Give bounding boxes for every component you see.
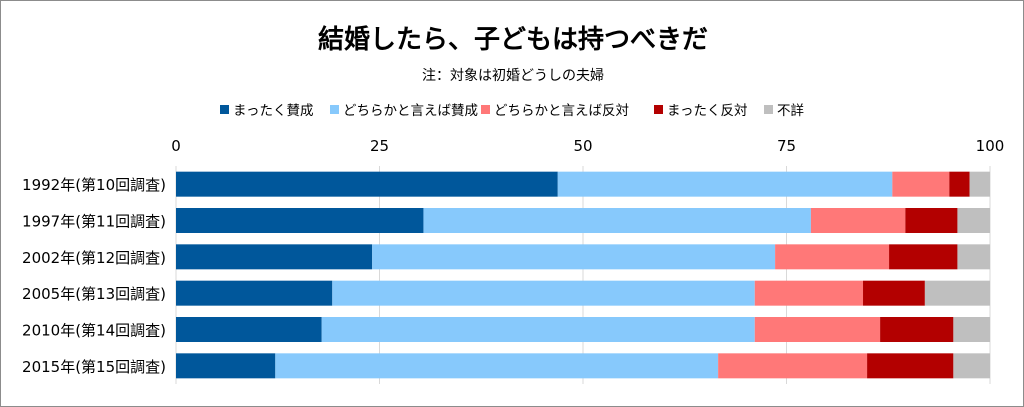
y-axis-category-labels: 1992年(第10回調査) 1997年(第11回調査) 2002年(第12回調査) 2… (22, 176, 166, 376)
legend-swatch (481, 105, 490, 114)
bar-segment (275, 353, 719, 379)
bar-segment (423, 208, 811, 233)
bar-segment (957, 244, 990, 270)
legend: まったく賛成 どちらかと言えば賛成 どちらかと言えば反対 まったく反対 不詳 (220, 103, 804, 119)
bar-segment (880, 317, 954, 342)
bar-segment (176, 244, 373, 270)
bar-segment (372, 244, 776, 270)
y-category-label: 2010年(第14回調査) (22, 322, 166, 340)
legend-swatch (330, 105, 339, 114)
bar-segment (905, 208, 958, 233)
bar-segment (969, 171, 990, 197)
legend-label: どちらかと言えば賛成 (343, 103, 478, 119)
bar-segment (754, 280, 864, 306)
y-category-label: 1992年(第10回調査) (22, 176, 166, 194)
legend-label: 不詳 (777, 103, 804, 119)
legend-swatch (764, 105, 773, 114)
legend-label: まったく反対 (667, 103, 747, 119)
chart-title: 結婚したら、子どもは持つべきだ (317, 25, 708, 55)
y-category-label: 1997年(第11回調査) (22, 213, 166, 231)
x-tick-label: 75 (777, 137, 796, 155)
bar-segment (889, 244, 958, 270)
bar-segment (557, 171, 893, 197)
gridlines (175, 166, 991, 384)
bar-segment (754, 317, 881, 342)
bar-segment (176, 353, 276, 379)
bar-segment (863, 280, 925, 306)
bar-segment (332, 280, 755, 306)
x-tick-label: 25 (370, 137, 389, 155)
legend-swatch (220, 105, 229, 114)
bar-segment (718, 353, 868, 379)
bar-segment (775, 244, 890, 270)
chart-subtitle: 注：対象は初婚どうしの夫婦 (422, 68, 604, 84)
bar-segment (176, 317, 322, 342)
x-axis-tick-labels: 0 25 50 75 100 (171, 137, 1004, 155)
y-category-label: 2002年(第12回調査) (22, 249, 166, 267)
y-category-label: 2005年(第13回調査) (22, 285, 166, 303)
bars (176, 171, 990, 379)
x-tick-label: 50 (573, 137, 592, 155)
bar-segment (810, 208, 906, 233)
bar-segment (176, 280, 333, 306)
bar-segment (949, 171, 970, 197)
bar-segment (924, 280, 990, 306)
bar-segment (953, 317, 990, 342)
bar-segment (892, 171, 950, 197)
bar-segment (867, 353, 954, 379)
bar-segment (953, 353, 990, 379)
legend-swatch (654, 105, 663, 114)
x-tick-label: 0 (171, 137, 181, 155)
bar-segment (176, 208, 424, 233)
legend-label: どちらかと言えば反対 (494, 103, 629, 119)
y-category-label: 2015年(第15回調査) (22, 358, 166, 376)
bar-segment (957, 208, 990, 233)
bar-segment (321, 317, 755, 342)
x-tick-label: 100 (976, 137, 1005, 155)
legend-label: まったく賛成 (233, 103, 313, 119)
bar-segment (176, 171, 558, 197)
